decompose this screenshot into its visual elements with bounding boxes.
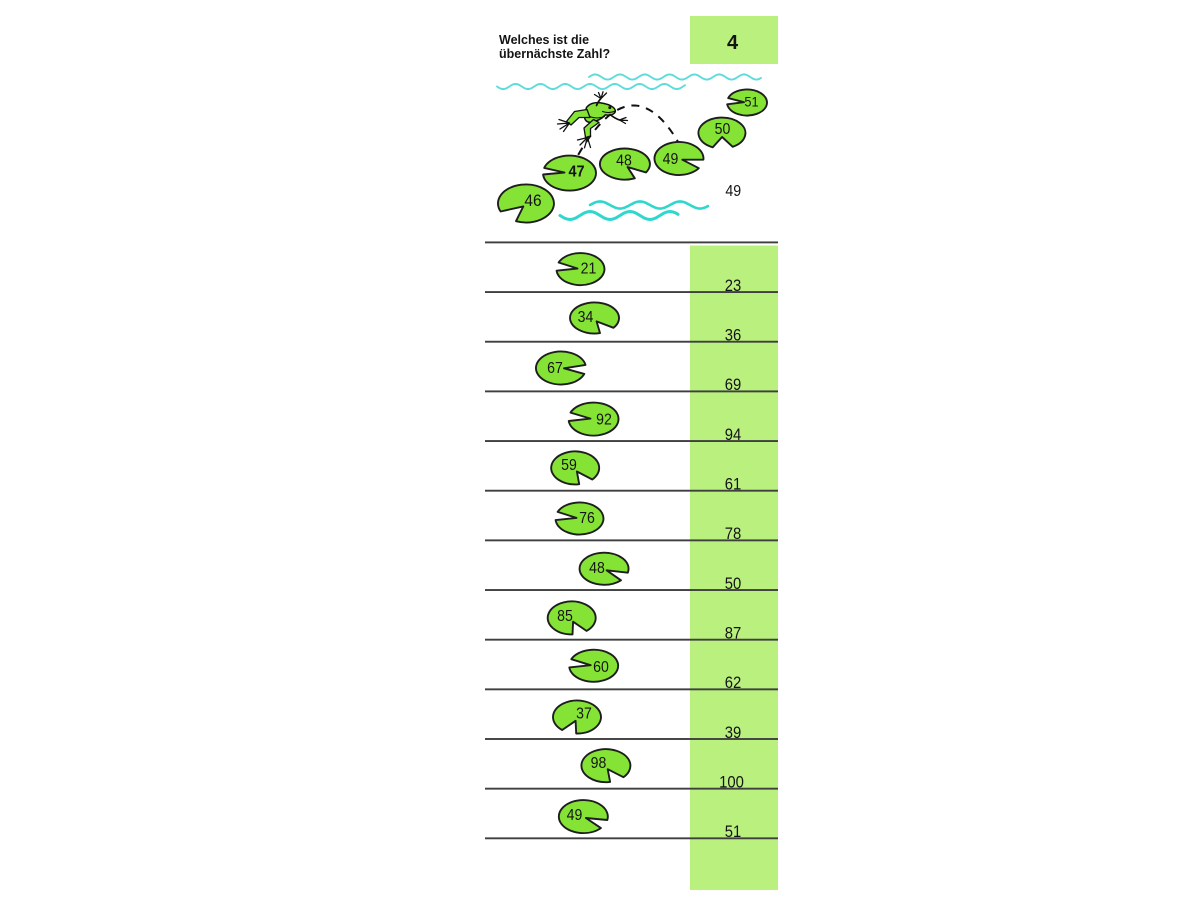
- svg-text:94: 94: [725, 426, 742, 444]
- svg-text:47: 47: [568, 163, 584, 180]
- svg-text:49: 49: [567, 807, 583, 824]
- svg-text:98: 98: [591, 755, 607, 772]
- svg-text:39: 39: [725, 724, 742, 742]
- svg-text:59: 59: [561, 457, 577, 474]
- svg-text:36: 36: [725, 327, 742, 345]
- svg-text:67: 67: [547, 360, 563, 377]
- svg-text:61: 61: [725, 476, 742, 494]
- svg-text:51: 51: [725, 823, 742, 841]
- svg-text:76: 76: [579, 510, 595, 527]
- svg-text:62: 62: [725, 674, 742, 692]
- svg-text:50: 50: [725, 575, 742, 593]
- svg-text:48: 48: [589, 560, 605, 577]
- svg-text:92: 92: [596, 411, 612, 428]
- svg-text:37: 37: [576, 705, 592, 722]
- svg-text:23: 23: [725, 277, 742, 295]
- svg-text:49: 49: [725, 183, 741, 200]
- svg-text:46: 46: [524, 191, 541, 210]
- svg-text:34: 34: [578, 309, 594, 326]
- svg-text:21: 21: [581, 260, 597, 277]
- svg-text:49: 49: [663, 151, 679, 168]
- svg-text:48: 48: [616, 152, 632, 169]
- svg-text:60: 60: [593, 659, 609, 676]
- svg-text:51: 51: [744, 93, 758, 109]
- svg-text:50: 50: [715, 121, 731, 138]
- svg-text:69: 69: [725, 376, 742, 394]
- svg-text:87: 87: [725, 625, 742, 643]
- svg-text:85: 85: [557, 608, 573, 625]
- svg-text:100: 100: [719, 774, 744, 792]
- svg-text:78: 78: [725, 525, 742, 543]
